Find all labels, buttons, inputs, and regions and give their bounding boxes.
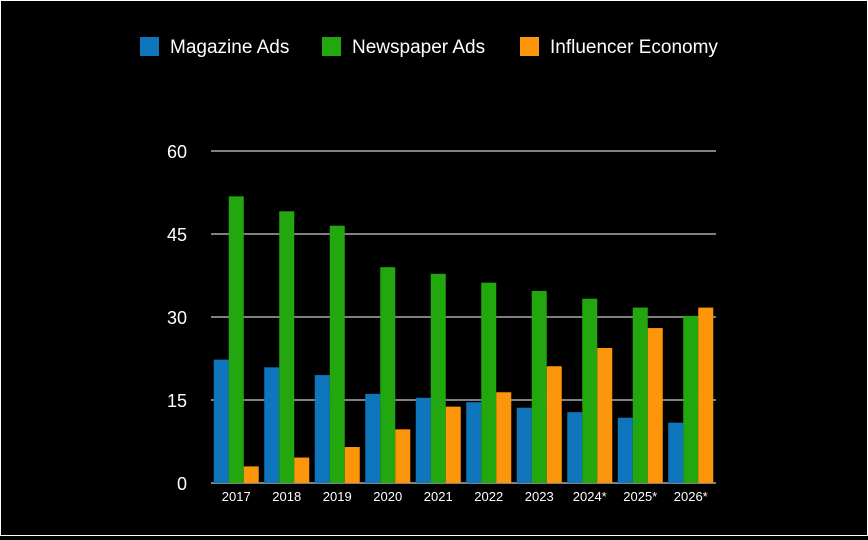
bar-newspaper-ads <box>582 298 598 483</box>
bar-influencer-economy <box>597 347 613 483</box>
legend-label: Newspaper Ads <box>352 37 485 58</box>
legend-label: Influencer Economy <box>550 37 718 58</box>
bar-influencer-economy <box>243 466 259 483</box>
x-tick-label: 2019 <box>323 489 352 504</box>
x-tick-label: 2022 <box>474 489 503 504</box>
y-tick-label: 15 <box>167 391 187 411</box>
x-tick-label: 2020 <box>373 489 402 504</box>
bar-magazine-ads <box>213 359 229 483</box>
legend-item: Influencer Economy <box>520 37 718 58</box>
bar-group <box>466 282 512 483</box>
bar-influencer-economy <box>647 328 663 483</box>
bar-newspaper-ads <box>632 307 648 483</box>
x-tick-label: 2024* <box>573 489 607 504</box>
bar-newspaper-ads <box>380 267 396 483</box>
x-tick-label: 2025* <box>623 489 657 504</box>
bar-magazine-ads <box>617 417 633 483</box>
bar-magazine-ads <box>314 375 330 483</box>
legend-label: Magazine Ads <box>170 37 289 58</box>
x-tick-label: 2017 <box>222 489 251 504</box>
bar-influencer-economy <box>294 457 310 483</box>
bar-group <box>415 273 461 483</box>
x-tick-label: 2023 <box>525 489 554 504</box>
legend-item: Newspaper Ads <box>322 37 485 58</box>
bar-newspaper-ads <box>481 282 497 483</box>
bar-group <box>314 225 360 483</box>
bar-group <box>668 307 714 483</box>
bar-influencer-economy <box>546 366 562 483</box>
bar-influencer-economy <box>344 447 360 483</box>
chart-legend: Magazine Ads Newspaper Ads Influencer Econ… <box>140 37 718 58</box>
bar-magazine-ads <box>668 422 684 483</box>
bar-influencer-economy <box>496 392 512 483</box>
bar-group <box>365 267 411 483</box>
bar-magazine-ads <box>567 412 583 483</box>
bar-group <box>617 307 663 483</box>
x-tick-label: 2021 <box>424 489 453 504</box>
bar-magazine-ads <box>264 367 280 483</box>
bar-newspaper-ads <box>683 315 699 483</box>
y-tick-label: 30 <box>167 308 187 328</box>
chart-bars <box>213 196 714 483</box>
bar-group <box>264 211 310 483</box>
bar-influencer-economy <box>698 307 714 483</box>
bar-magazine-ads <box>365 393 381 483</box>
bar-influencer-economy <box>395 429 411 483</box>
bar-newspaper-ads <box>228 196 244 483</box>
bar-group <box>213 196 259 483</box>
bar-magazine-ads <box>466 402 482 483</box>
y-tick-label: 60 <box>167 142 187 162</box>
legend-swatch <box>322 37 341 56</box>
bar-group <box>516 290 562 483</box>
bar-newspaper-ads <box>279 211 295 483</box>
bar-magazine-ads <box>516 407 532 483</box>
bar-newspaper-ads <box>430 273 446 483</box>
x-tick-label: 2026* <box>674 489 708 504</box>
y-axis-ticks: 0 15 30 45 60 <box>167 142 187 494</box>
legend-item: Magazine Ads <box>140 37 289 58</box>
x-tick-label: 2018 <box>272 489 301 504</box>
y-tick-label: 0 <box>177 474 187 494</box>
legend-swatch <box>140 37 159 56</box>
bar-magazine-ads <box>415 397 431 483</box>
bar-group <box>567 298 613 483</box>
bar-newspaper-ads <box>531 290 547 483</box>
y-tick-label: 45 <box>167 225 187 245</box>
bar-influencer-economy <box>445 406 461 483</box>
x-axis-ticks: 2017 2018 2019 2020 2021 2022 2023 2024* 2025* 20… <box>222 489 708 504</box>
bar-newspaper-ads <box>329 225 345 483</box>
legend-swatch <box>520 37 539 56</box>
